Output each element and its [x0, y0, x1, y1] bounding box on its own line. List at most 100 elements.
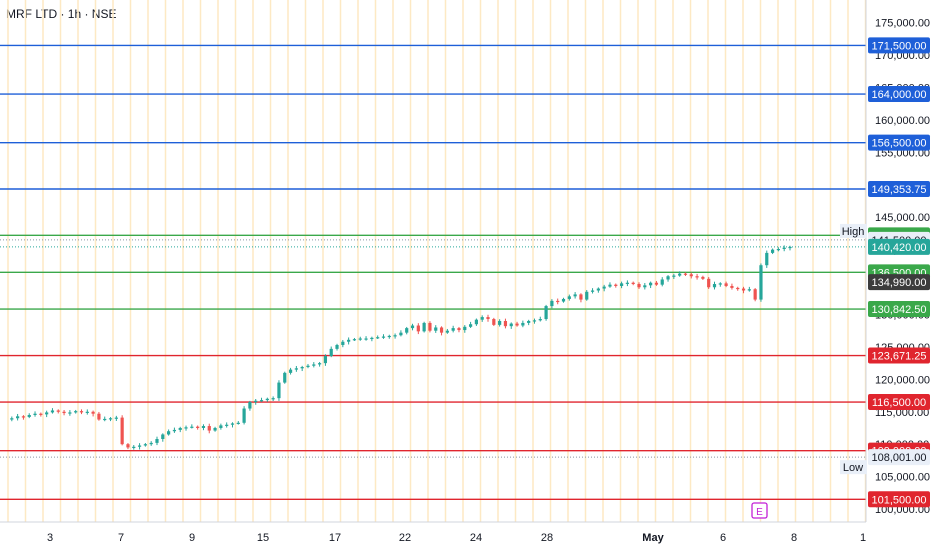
- earnings-marker: [751, 502, 768, 519]
- candle-body: [538, 319, 542, 321]
- level-price-tag: [868, 394, 930, 411]
- last-price-tag: [868, 238, 930, 255]
- candle-body: [625, 282, 629, 284]
- candle-body: [45, 412, 49, 415]
- candle-body: [97, 413, 101, 420]
- candle-body: [770, 249, 775, 253]
- candle-body: [463, 326, 467, 331]
- candle-body: [283, 372, 287, 383]
- candle-body: [689, 274, 693, 277]
- candle-body: [480, 317, 484, 320]
- candle-body: [503, 320, 508, 327]
- y-tick-label: 145,000.00: [875, 212, 930, 224]
- candle-body: [201, 426, 206, 428]
- candle-body: [16, 416, 20, 419]
- candle-body: [259, 400, 264, 402]
- x-tick-label: 6: [720, 532, 726, 544]
- last-price-label: 140,420.00: [871, 242, 926, 254]
- candle-body: [68, 412, 72, 414]
- candle-body: [300, 367, 304, 369]
- candle-body: [532, 320, 537, 322]
- x-tick-label: 17: [329, 532, 341, 544]
- candle-body: [439, 327, 444, 333]
- candle-body: [747, 289, 751, 291]
- candle-body: [724, 283, 728, 286]
- candle-body: [294, 368, 298, 370]
- candle-body: [85, 411, 89, 413]
- candle-body: [509, 323, 513, 327]
- candle-body: [352, 339, 357, 341]
- high-text: High: [842, 226, 865, 238]
- candle-body: [242, 408, 246, 423]
- candle-body: [782, 247, 786, 250]
- time-axis[interactable]: 3 7 9 15 17 22 24 28 May 6 8 1: [0, 521, 866, 544]
- candle-body: [718, 283, 722, 285]
- candle-body: [573, 294, 577, 297]
- candle-body: [730, 285, 734, 288]
- level-price-tag: [868, 180, 930, 197]
- candle-body: [457, 328, 461, 331]
- candle-body: [370, 337, 374, 340]
- candle-body: [91, 411, 95, 414]
- y-tick-label: 105,000.00: [875, 472, 930, 484]
- candle-body: [161, 434, 165, 439]
- candle-body: [74, 411, 78, 413]
- candle-body: [550, 300, 554, 307]
- candle-body: [776, 249, 780, 251]
- candle-body: [50, 410, 55, 413]
- candle-body: [521, 322, 525, 326]
- candle-body: [393, 335, 397, 337]
- candle-body: [741, 288, 746, 291]
- candle-body: [585, 291, 589, 300]
- candle-body: [347, 339, 351, 342]
- candle-body: [405, 328, 409, 333]
- level-price-label: 130,842.50: [871, 304, 926, 316]
- candle-body: [695, 276, 699, 278]
- level-price-tag: [868, 491, 930, 508]
- candle-body: [527, 320, 531, 323]
- level-price-label: 156,500.00: [871, 138, 926, 150]
- x-tick-label: 8: [791, 532, 797, 544]
- candle-body: [62, 411, 66, 414]
- candle-body: [556, 300, 560, 303]
- candle-body: [486, 317, 490, 320]
- candle-body: [451, 328, 455, 331]
- candle-body: [108, 418, 113, 420]
- candle-body: [358, 338, 362, 340]
- candle-body: [271, 398, 275, 400]
- candle-body: [614, 284, 618, 286]
- candle-body: [753, 289, 757, 300]
- level-price-tag: [868, 347, 930, 364]
- candle-body: [341, 341, 345, 345]
- x-tick-label: 9: [189, 532, 195, 544]
- level-price-label: 171,500.00: [871, 40, 926, 52]
- high-text-bg: [840, 223, 867, 238]
- candle-body: [213, 427, 217, 431]
- candle-body: [114, 417, 118, 419]
- candle-body: [759, 265, 763, 300]
- candle-body: [649, 282, 653, 286]
- horizontal-levels: [0, 44, 866, 501]
- candle-body: [318, 363, 322, 365]
- candle-body: [376, 337, 380, 339]
- candle-body: [410, 325, 415, 329]
- candle-body: [428, 322, 432, 331]
- y-tick-label: 160,000.00: [875, 115, 930, 127]
- candle-body: [712, 284, 717, 288]
- candle-body: [10, 418, 14, 420]
- level-price-tag: [868, 301, 930, 318]
- low-text: Low: [843, 462, 863, 474]
- candle-body: [155, 438, 159, 443]
- candle-body: [736, 287, 740, 290]
- candle-body: [666, 276, 670, 280]
- candle-body: [143, 444, 147, 446]
- candle-body: [643, 285, 647, 288]
- low-price-label: 108,001.00: [871, 452, 926, 464]
- x-tick-label: May: [642, 532, 664, 544]
- candle-body: [196, 426, 200, 428]
- candle-body: [567, 296, 571, 299]
- candle-body: [631, 282, 635, 285]
- level-labels: 171,500.00 164,000.00 156,500.00 149,353.75…: [751, 37, 930, 519]
- candle-body: [79, 411, 84, 413]
